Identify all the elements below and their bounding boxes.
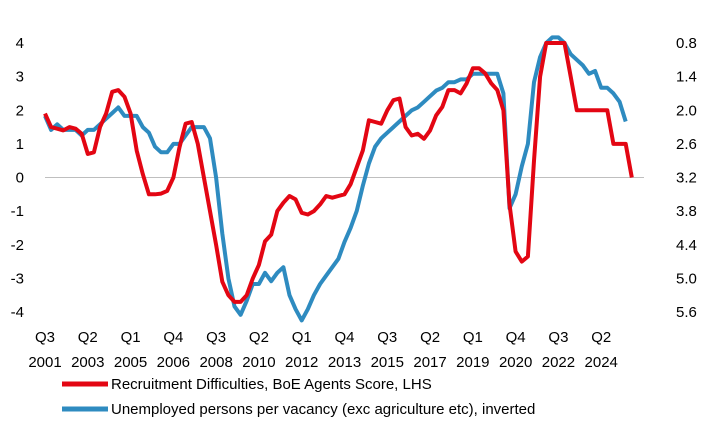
x-tick-quarter-9: Q2	[420, 329, 440, 346]
left-tick-label-2: 2	[16, 102, 24, 119]
x-tick-year-11: 2020	[499, 354, 532, 371]
x-tick-quarter-10: Q1	[463, 329, 483, 346]
x-tick-quarter-0: Q3	[35, 329, 55, 346]
x-tick-quarter-5: Q2	[249, 329, 269, 346]
x-tick-year-7: 2013	[328, 354, 361, 371]
x-tick-quarter-13: Q2	[591, 329, 611, 346]
right-axis-ticks: 0.8 1.4 2.0 2.6 3.2 3.8 4.4 5.0 5.6	[676, 35, 697, 321]
x-tick-year-10: 2019	[456, 354, 489, 371]
x-tick-quarter-4: Q3	[206, 329, 226, 346]
left-tick-label-0: 4	[16, 35, 24, 52]
x-tick-year-8: 2015	[371, 354, 404, 371]
x-tick-year-4: 2008	[199, 354, 232, 371]
left-tick-label-1: 3	[16, 69, 24, 86]
x-tick-year-6: 2012	[285, 354, 318, 371]
x-tick-quarter-11: Q4	[506, 329, 526, 346]
x-tick-year-9: 2017	[413, 354, 446, 371]
legend-label-1: Unemployed persons per vacancy (exc agri…	[111, 401, 535, 418]
x-tick-year-0: 2001	[28, 354, 61, 371]
x-tick-year-1: 2003	[71, 354, 104, 371]
x-tick-year-12: 2022	[542, 354, 575, 371]
series-line-0	[43, 41, 634, 304]
series-lines	[43, 35, 634, 323]
x-tick-quarter-6: Q1	[292, 329, 312, 346]
x-tick-year-2: 2005	[114, 354, 147, 371]
right-tick-label-4: 3.2	[676, 170, 697, 187]
legend: Recruitment Difficulties, BoE Agents Sco…	[62, 376, 535, 418]
right-tick-label-0: 0.8	[676, 35, 697, 52]
series-line-1	[43, 35, 628, 323]
right-tick-label-8: 5.6	[676, 304, 697, 321]
left-tick-label-5: -1	[11, 203, 24, 220]
x-axis-ticks: Q3 2001 Q2 2003 Q1 2005 Q4 2006 Q3 2008 Q2 2010 Q1 20…	[28, 329, 618, 371]
left-tick-label-8: -4	[11, 304, 24, 321]
right-tick-label-7: 5.0	[676, 270, 697, 287]
x-tick-quarter-3: Q4	[163, 329, 183, 346]
x-tick-quarter-12: Q3	[548, 329, 568, 346]
left-axis-ticks: 4 3 2 1 0 -1 -2 -3 -4	[11, 35, 24, 321]
left-tick-label-6: -2	[11, 237, 24, 254]
x-tick-quarter-1: Q2	[78, 329, 98, 346]
x-tick-quarter-2: Q1	[121, 329, 141, 346]
x-tick-year-3: 2006	[157, 354, 190, 371]
left-tick-label-7: -3	[11, 270, 24, 287]
legend-label-0: Recruitment Difficulties, BoE Agents Sco…	[111, 376, 432, 393]
right-tick-label-1: 1.4	[676, 69, 697, 86]
right-tick-label-2: 2.0	[676, 102, 697, 119]
x-tick-year-13: 2024	[585, 354, 618, 371]
x-tick-quarter-7: Q4	[334, 329, 354, 346]
x-tick-quarter-8: Q3	[377, 329, 397, 346]
right-tick-label-3: 2.6	[676, 136, 697, 153]
right-tick-label-5: 3.8	[676, 203, 697, 220]
left-tick-label-4: 0	[16, 170, 24, 187]
right-tick-label-6: 4.4	[676, 237, 697, 254]
left-tick-label-3: 1	[16, 136, 24, 153]
x-tick-year-5: 2010	[242, 354, 275, 371]
